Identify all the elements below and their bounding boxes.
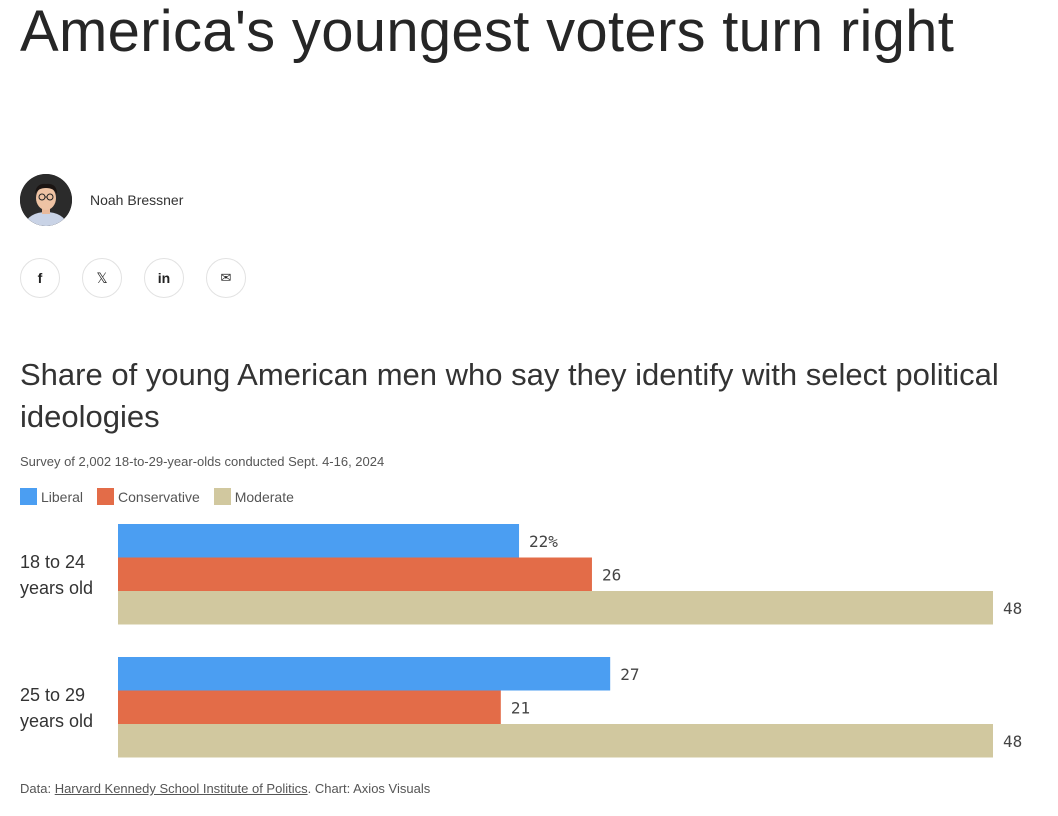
author-avatar[interactable] (20, 174, 72, 226)
x-icon: 𝕏 (96, 269, 108, 286)
bar-value-label: 48 (1003, 599, 1022, 618)
legend-label-conservative: Conservative (118, 488, 200, 505)
headline: America's youngest voters turn right (20, 0, 955, 64)
email-icon: ✉ (220, 270, 232, 285)
category-label: 25 to 29 years old (20, 685, 93, 731)
footer-data-prefix: Data: (20, 781, 55, 796)
bar-value-label: 26 (602, 565, 621, 584)
bar-conservative (118, 690, 501, 724)
category-label: 18 to 24 years old (20, 552, 93, 598)
bar-liberal (118, 657, 611, 691)
share-buttons: f 𝕏 in ✉ (20, 258, 246, 298)
bar-value-label: 21 (511, 698, 530, 717)
legend-item-liberal: Liberal (20, 488, 83, 505)
byline: Noah Bressner (20, 174, 183, 226)
footer-credit: . Chart: Axios Visuals (307, 781, 431, 796)
legend-swatch-moderate (213, 488, 231, 505)
bar-moderate (118, 591, 993, 625)
legend-label-liberal: Liberal (41, 488, 84, 505)
bar-liberal (118, 524, 520, 558)
bar-conservative (118, 557, 592, 591)
bar-value-label: 22% (529, 532, 558, 551)
source-link[interactable]: Harvard Kennedy School Institute of Poli… (54, 781, 308, 796)
x-share-button[interactable]: 𝕏 (82, 258, 122, 298)
chart-subtitle: Survey of 2,002 18-to-29-year-olds condu… (20, 454, 385, 469)
bar-moderate (118, 724, 993, 758)
chart-legend: Liberal Conservative Moderate (20, 488, 294, 505)
legend-item-moderate: Moderate (213, 488, 294, 505)
legend-swatch-conservative (97, 488, 115, 505)
bar-value-label: 48 (1003, 732, 1022, 751)
chart-title: Share of young American men who say they… (20, 357, 999, 434)
legend-item-conservative: Conservative (97, 488, 200, 505)
chart-footer: Data: Harvard Kennedy School Institute o… (20, 781, 430, 796)
legend-swatch-liberal (20, 488, 37, 505)
linkedin-icon: in (157, 270, 171, 286)
facebook-share-button[interactable]: f (20, 258, 60, 298)
email-share-button[interactable]: ✉ (206, 258, 246, 298)
legend-label-moderate: Moderate (234, 488, 294, 505)
linkedin-share-button[interactable]: in (144, 258, 184, 298)
bar-value-label: 27 (620, 665, 639, 684)
facebook-icon: f (37, 270, 43, 286)
author-name[interactable]: Noah Bressner (90, 192, 184, 208)
